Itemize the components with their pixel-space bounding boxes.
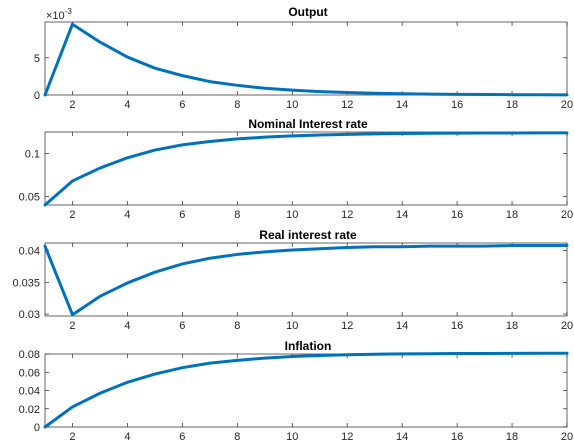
- panel-real-interest-rate: Real interest rate 2 4 6 8 10 12 14 16 18 20 0.03 0…: [12, 228, 573, 332]
- x-tick-label: 6: [179, 320, 185, 332]
- x-tick-label: 10: [286, 431, 298, 442]
- x-tick-label: 18: [506, 431, 518, 442]
- x-tick-label: 4: [124, 99, 130, 111]
- series-line-inflation: [43, 351, 569, 429]
- series-line-output: [43, 22, 569, 97]
- x-tick-label: 8: [234, 99, 240, 111]
- x-tick-label: 20: [561, 99, 573, 111]
- x-tick-label: 4: [124, 320, 130, 332]
- panel-title: Output: [288, 5, 327, 19]
- x-tick-label: 6: [179, 209, 185, 221]
- x-tick-label: 18: [506, 99, 518, 111]
- y-tick-label: 0: [34, 422, 40, 434]
- exponent-label: ×10-3: [46, 7, 72, 22]
- x-tick-label: 18: [506, 209, 518, 221]
- panel-title: Real interest rate: [259, 228, 357, 242]
- y-tick-label: 0: [34, 90, 40, 102]
- y-tick-label: 0.04: [19, 246, 40, 258]
- y-tick-label: 0.03: [19, 309, 40, 321]
- panel-nominal-interest-rate: Nominal Interest rate 2 4 6 8 10 12 14 16 18 20 0.…: [19, 117, 574, 221]
- y-tick-label: 0.02: [19, 404, 40, 416]
- x-tick-label: 2: [69, 431, 75, 442]
- x-tick-label: 16: [451, 99, 463, 111]
- x-tick-label: 16: [451, 320, 463, 332]
- panel-title: Inflation: [285, 339, 332, 353]
- x-tick-label: 16: [451, 209, 463, 221]
- y-tick-label: 0.05: [19, 191, 40, 203]
- axis-ticks: 2 4 6 8 10 12 14 16 18 20 0 0.02 0.04 0.06 0.08: [19, 349, 574, 442]
- x-tick-label: 10: [286, 209, 298, 221]
- x-tick-label: 6: [179, 99, 185, 111]
- x-tick-label: 2: [69, 99, 75, 111]
- x-tick-label: 8: [234, 209, 240, 221]
- x-tick-label: 10: [286, 320, 298, 332]
- plot-area: [44, 131, 568, 206]
- plot-area: [44, 242, 568, 317]
- x-tick-label: 2: [69, 209, 75, 221]
- x-tick-label: 6: [179, 431, 185, 442]
- x-tick-label: 20: [561, 320, 573, 332]
- axis-ticks: 2 4 6 8 10 12 14 16 18 20 0 5: [34, 22, 573, 111]
- x-tick-label: 12: [341, 209, 353, 221]
- x-tick-label: 8: [234, 320, 240, 332]
- plot-area: [44, 353, 568, 428]
- x-tick-label: 12: [341, 320, 353, 332]
- series-line-nominal-interest-rate: [43, 131, 569, 207]
- x-tick-label: 10: [286, 99, 298, 111]
- y-tick-label: 0.035: [12, 277, 40, 289]
- x-tick-label: 14: [396, 320, 408, 332]
- x-tick-label: 12: [341, 99, 353, 111]
- exponent-base: ×10: [46, 10, 65, 22]
- panel-output: Output ×10-3 2 4 6 8 10 12 14 16 18 20 0 5: [34, 5, 573, 111]
- x-tick-label: 14: [396, 99, 408, 111]
- y-tick-label: 0.1: [25, 148, 40, 160]
- x-tick-label: 8: [234, 431, 240, 442]
- panel-inflation: Inflation 2 4 6 8 10 12 14 16 18 20 0 0.02 0.04 0.06 0…: [19, 339, 574, 442]
- axis-ticks: 2 4 6 8 10 12 14 16 18 20 0.03 0.035 0.04: [12, 243, 573, 332]
- plot-area: [44, 21, 568, 96]
- series-line-real-interest-rate: [43, 244, 569, 317]
- x-tick-label: 2: [69, 320, 75, 332]
- x-tick-label: 14: [396, 431, 408, 442]
- x-tick-label: 20: [561, 431, 573, 442]
- y-tick-label: 0.08: [19, 349, 40, 361]
- x-tick-label: 18: [506, 320, 518, 332]
- x-tick-label: 14: [396, 209, 408, 221]
- x-tick-label: 4: [124, 209, 130, 221]
- exponent-power: -3: [65, 7, 73, 16]
- y-tick-label: 0.06: [19, 367, 40, 379]
- axis-ticks: 2 4 6 8 10 12 14 16 18 20 0.05 0.1: [19, 132, 573, 221]
- x-tick-label: 20: [561, 209, 573, 221]
- y-tick-label: 5: [34, 53, 40, 65]
- y-tick-label: 0.04: [19, 386, 40, 398]
- panel-title: Nominal Interest rate: [248, 117, 368, 131]
- x-tick-label: 4: [124, 431, 130, 442]
- x-tick-label: 12: [341, 431, 353, 442]
- x-tick-label: 16: [451, 431, 463, 442]
